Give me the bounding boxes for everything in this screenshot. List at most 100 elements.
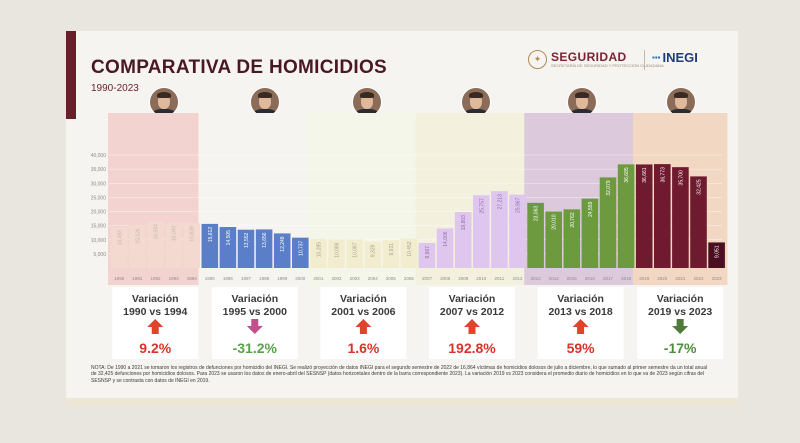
variation-value: 192.8%: [448, 340, 496, 356]
x-tick-label: 1994: [187, 276, 198, 281]
bar-value-label: 14,493: [117, 230, 123, 246]
y-tick-label: 10,000: [91, 238, 107, 244]
data-bar: [635, 164, 653, 268]
data-bar: [599, 177, 617, 268]
arrow-up-icon: [572, 319, 589, 334]
data-bar: [165, 222, 182, 268]
title-accent-bar: [66, 31, 76, 119]
arrow-up-icon: [147, 319, 164, 334]
y-tick-label: 35,000: [91, 167, 107, 173]
variation-value: -31.2%: [233, 340, 278, 356]
x-tick-label: 1992: [150, 276, 161, 281]
bar-value-label: 16,040: [172, 225, 178, 241]
seguridad-logo: ✦ SEGURIDAD SECRETARÍA DE SEGURIDAD Y PR…: [528, 50, 664, 69]
variation-years: 2007 vs 2012: [440, 306, 504, 318]
x-tick-label: 2015: [567, 276, 578, 281]
variation-title: Variación: [557, 293, 604, 305]
data-bar: [672, 167, 689, 268]
bar-value-label: 12,249: [280, 236, 286, 252]
y-tick-label: 40,000: [91, 153, 107, 159]
y-tick-label: 30,000: [91, 181, 107, 187]
x-tick-label: 2000: [295, 276, 306, 281]
x-tick-label: 2021: [675, 276, 686, 281]
bar-value-label: 24,559: [588, 201, 594, 217]
x-tick-label: 1990: [114, 276, 125, 281]
data-bar: [581, 198, 599, 268]
bar-value-label: 35,700: [678, 170, 684, 186]
data-bar: [310, 238, 327, 268]
bar-value-label: 14,006: [443, 231, 449, 247]
x-tick-label: 2018: [621, 276, 632, 281]
x-tick-label: 2022: [693, 276, 704, 281]
data-bar: [690, 176, 707, 268]
data-bar: [147, 221, 164, 268]
variation-title: Variación: [340, 293, 387, 305]
bar-value-label: 9,329: [371, 244, 377, 257]
x-tick-label: 1993: [169, 276, 180, 281]
x-tick-label: 1997: [241, 276, 252, 281]
variation-years: 1995 vs 2000: [223, 306, 287, 318]
inegi-logo-text: INEGI: [662, 50, 698, 65]
bar-value-label: 14,505: [226, 230, 232, 246]
data-bar: [183, 223, 200, 268]
data-bar: [201, 223, 219, 268]
x-tick-label: 2012: [512, 276, 523, 281]
x-tick-label: 1991: [132, 276, 143, 281]
bar-value-label: 9,051: [715, 245, 721, 258]
footnote: NOTA: De 1990 a 2021 se tomaron los regi…: [91, 365, 708, 384]
page-title: COMPARATIVA DE HOMICIDIOS: [91, 57, 388, 78]
data-bar: [708, 242, 725, 268]
x-tick-label: 2019: [639, 276, 650, 281]
president-portrait: [666, 87, 696, 117]
bar-value-label: 32,425: [697, 179, 703, 195]
bar-value-label: 25,757: [479, 198, 485, 214]
data-bar: [527, 202, 544, 268]
seguridad-logo-text: SEGURIDAD: [551, 50, 627, 64]
x-tick-label: 2011: [495, 276, 505, 281]
bar-value-label: 32,079: [606, 180, 612, 196]
bar-value-label: 36,773: [660, 167, 666, 183]
variation-value: 59%: [567, 340, 596, 356]
data-bar: [436, 228, 454, 268]
president-portrait: [461, 87, 491, 117]
variation-years: 2013 vs 2018: [548, 306, 612, 318]
seguridad-logo-subtext: SECRETARÍA DE SEGURIDAD Y PROTECCIÓN CIU…: [551, 63, 664, 68]
bottom-band: [66, 398, 738, 406]
arrow-down-icon: [246, 319, 263, 334]
arrow-down-icon: [672, 319, 689, 334]
bar-value-label: 10,087: [353, 242, 359, 258]
data-bar: [617, 164, 635, 268]
bar-value-label: 36,685: [624, 167, 630, 183]
logo-divider: [644, 50, 645, 70]
x-tick-label: 2020: [657, 276, 668, 281]
data-bar: [292, 237, 309, 268]
x-tick-label: 1996: [223, 276, 234, 281]
x-tick-label: 2013: [531, 276, 542, 281]
y-tick-label: 20,000: [91, 210, 107, 216]
variation-value: -17%: [664, 340, 697, 356]
y-tick-label: 15,000: [91, 224, 107, 230]
variation-title: Variación: [449, 293, 496, 305]
bar-value-label: 9,921: [389, 243, 395, 256]
x-tick-label: 2006: [404, 276, 415, 281]
data-bar: [237, 229, 255, 268]
data-bar: [454, 212, 472, 268]
bar-value-label: 19,803: [461, 215, 467, 231]
data-bar: [273, 233, 291, 268]
bar-value-label: 15,839: [190, 226, 196, 242]
data-bar: [382, 239, 400, 268]
bar-value-label: 13,656: [262, 232, 268, 248]
variation-years: 2001 vs 2006: [331, 306, 395, 318]
data-bar: [364, 241, 381, 268]
bar-value-label: 25,967: [516, 197, 522, 213]
bar-value-label: 10,452: [407, 241, 413, 257]
bar-value-label: 15,612: [208, 227, 214, 243]
bar-value-label: 13,552: [244, 233, 250, 249]
x-tick-label: 2008: [440, 276, 451, 281]
x-tick-label: 2010: [476, 276, 487, 281]
data-bar: [328, 239, 345, 268]
bar-value-label: 10,088: [335, 242, 341, 258]
inegi-logo: ▪▪▪ INEGI: [652, 50, 698, 65]
bar-value-label: 20,762: [570, 212, 576, 228]
